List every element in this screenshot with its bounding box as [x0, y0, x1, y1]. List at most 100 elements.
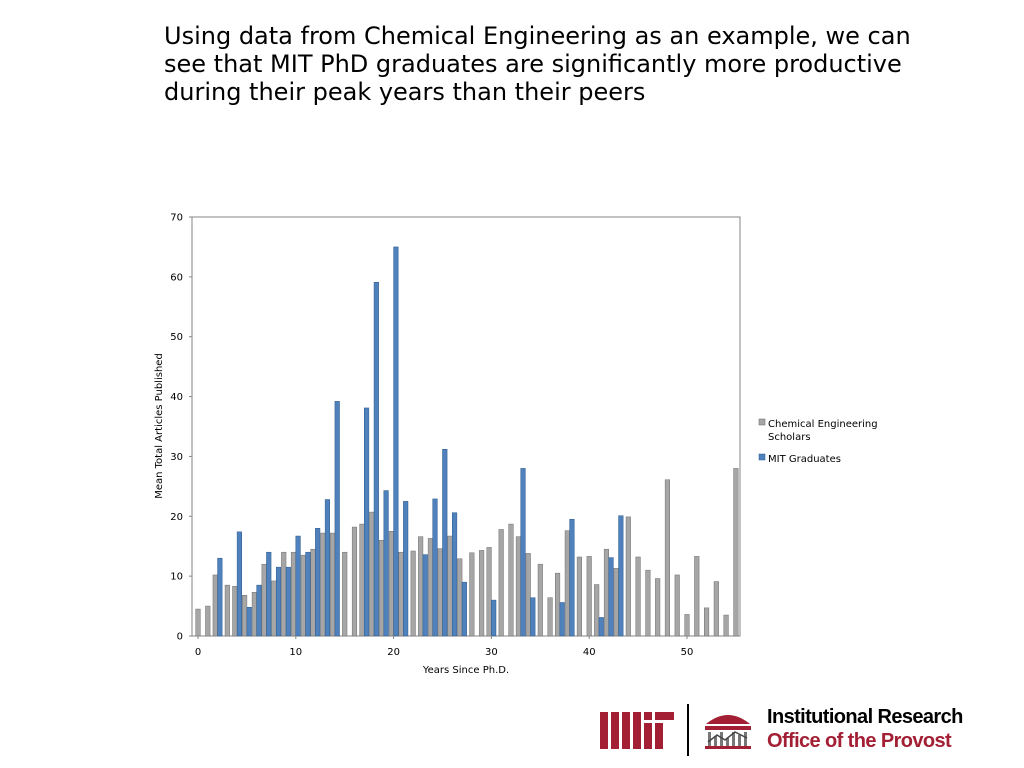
bar-chemical-engineering [613, 568, 619, 637]
bar-mit-graduates [608, 557, 614, 637]
bar-chemical-engineering [261, 563, 267, 637]
bar-mit-graduates [598, 617, 604, 637]
bar-mit-graduates [432, 498, 438, 637]
bar-chart: 0 10 20 30 40 50 60 70 0 10 20 30 40 50 Years Since … [154, 213, 881, 677]
bar-chemical-engineering [469, 552, 475, 637]
bar-chemical-engineering [447, 535, 453, 637]
bar-mit-graduates [422, 554, 428, 637]
bar-mit-graduates [217, 557, 223, 637]
bar-mit-graduates [452, 512, 458, 637]
y-tick-label: 60 [170, 272, 183, 283]
bar-chemical-engineering [271, 580, 277, 637]
bar-chemical-engineering [479, 550, 485, 637]
bar-mit-graduates [403, 501, 409, 637]
bar-chemical-engineering [733, 468, 739, 637]
bar-mit-graduates [305, 551, 311, 637]
bar-chemical-engineering [525, 553, 531, 637]
bar-chemical-engineering [498, 529, 504, 637]
y-tick-label: 10 [170, 572, 183, 583]
bar-chemical-engineering [486, 547, 492, 637]
x-tick-label: 20 [387, 647, 400, 658]
bar-chemical-engineering [418, 536, 424, 637]
legend-label-chemical-engineering: Chemical Engineering Scholars [768, 419, 881, 443]
bar-chemical-engineering [594, 584, 600, 637]
bar-chemical-engineering [388, 531, 394, 637]
bar-chemical-engineering [713, 581, 719, 637]
y-axis: 0 10 20 30 40 50 60 70 [170, 213, 192, 643]
bar-mit-graduates [246, 607, 252, 637]
bar-chemical-engineering [674, 574, 680, 637]
y-axis-label: Mean Total Articles Published [154, 353, 165, 499]
legend: Chemical Engineering Scholars MIT Gradua… [758, 418, 881, 465]
bar-mit-graduates [256, 584, 262, 637]
bar-chemical-engineering [508, 523, 514, 637]
bar-chemical-engineering [369, 511, 375, 637]
building-icon [705, 715, 751, 749]
bar-chemical-engineering [547, 597, 553, 637]
bar-chemical-engineering [723, 614, 729, 637]
bar-chemical-engineering [205, 605, 211, 637]
bar-mit-graduates [520, 468, 526, 637]
bar-chemical-engineering [195, 608, 201, 637]
bar-mit-graduates [383, 490, 389, 637]
bar-chemical-engineering [300, 554, 306, 637]
bar-chemical-engineering [437, 548, 443, 637]
legend-swatch-mit-graduates [758, 453, 766, 461]
x-tick-label: 30 [485, 647, 498, 658]
x-tick-label: 50 [681, 647, 694, 658]
footer-divider [687, 704, 689, 756]
bar-chemical-engineering [655, 578, 661, 637]
y-tick-label: 50 [170, 332, 183, 343]
bar-mit-graduates [315, 528, 321, 637]
bar-chemical-engineering [281, 551, 287, 637]
bar-chemical-engineering [635, 556, 641, 637]
bar-chemical-engineering [212, 574, 218, 637]
y-tick-label: 20 [170, 512, 183, 523]
bar-chemical-engineering [342, 551, 348, 637]
bar-mit-graduates [334, 401, 340, 637]
footer-institutional-research: Institutional Research [767, 706, 963, 728]
legend-swatch-chemical-engineering [758, 418, 766, 426]
bar-chemical-engineering [586, 556, 592, 637]
bars-group [195, 246, 739, 637]
bar-chemical-engineering [398, 551, 404, 637]
bar-mit-graduates [559, 602, 565, 637]
bar-chemical-engineering [457, 558, 463, 637]
bar-chemical-engineering [684, 614, 690, 637]
bar-mit-graduates [285, 566, 291, 637]
bar-chemical-engineering [378, 539, 385, 637]
x-tick-label: 40 [583, 647, 596, 658]
bar-mit-graduates [569, 519, 575, 637]
bar-chemical-engineering [290, 551, 297, 637]
slide-title: Using data from Chemical Engineering as … [164, 22, 911, 106]
bar-mit-graduates [491, 599, 497, 637]
bar-chemical-engineering [427, 538, 433, 637]
bar-chemical-engineering [359, 523, 365, 637]
bar-chemical-engineering [555, 572, 561, 637]
bar-chemical-engineering [694, 556, 700, 637]
bar-chemical-engineering [515, 536, 521, 637]
bar-mit-graduates [373, 281, 379, 637]
bar-chemical-engineering [410, 550, 416, 637]
mit-logo [600, 712, 674, 749]
bar-mit-graduates [618, 515, 624, 637]
bar-chemical-engineering [251, 592, 257, 637]
x-axis-label: Years Since Ph.D. [422, 665, 509, 676]
x-axis: 0 10 20 30 40 50 [195, 636, 694, 658]
bar-mit-graduates [364, 407, 370, 637]
x-tick-label: 10 [289, 647, 302, 658]
bar-chemical-engineering [320, 532, 326, 637]
bar-mit-graduates [236, 531, 242, 637]
bar-chemical-engineering [310, 548, 316, 637]
plot-area [191, 216, 741, 637]
bar-chemical-engineering [625, 516, 631, 637]
bar-mit-graduates [393, 246, 399, 637]
bar-chemical-engineering [242, 595, 248, 637]
y-tick-label: 70 [170, 213, 183, 224]
bar-chemical-engineering [564, 530, 570, 637]
bar-chemical-engineering [576, 556, 582, 637]
bar-chemical-engineering [664, 479, 670, 637]
bar-chemical-engineering [537, 563, 543, 637]
bar-mit-graduates [266, 551, 272, 637]
bar-chemical-engineering [224, 584, 230, 637]
